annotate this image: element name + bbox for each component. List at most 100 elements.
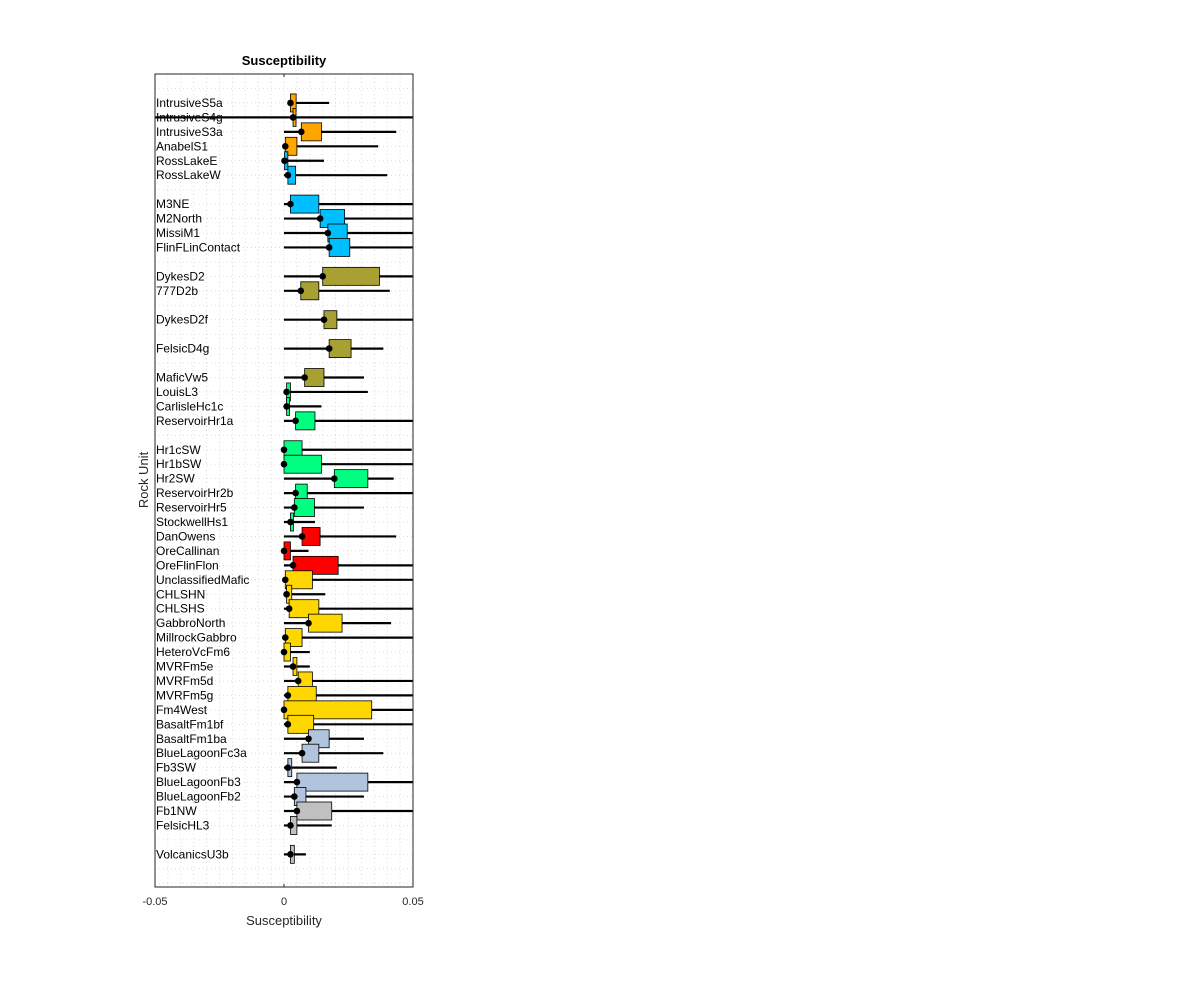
unit-label: Fb3SW [156,761,197,775]
unit-label: DykesD2 [156,269,205,283]
unit-label: DykesD2f [156,313,209,327]
unit-label: MVRFm5d [156,674,213,688]
unit-label: AnabelS1 [156,139,208,153]
unit-label: 777D2b [156,284,198,298]
box-Fb1NW [296,801,333,821]
median-OreFlinFlon [289,562,297,569]
unit-label: StockwellHs1 [156,515,228,529]
unit-label: IntrusiveS5a [156,96,223,110]
unit-label: M3NE [156,197,189,211]
unit-label: OreFlinFlon [156,558,219,572]
median-ReservoirHr1a [292,417,299,425]
unit-label: ReservoirHr2b [156,486,234,500]
x-tick-label: 0 [281,896,287,908]
unit-label: CarlisleHc1c [156,399,223,413]
median-777D2b [297,287,305,295]
unit-label: MaficVw5 [156,371,208,385]
median-MVRFm5g [284,692,292,699]
unit-label: MVRFm5g [156,688,213,702]
median-FlinFLinContact [325,244,333,251]
median-IntrusiveS5a [287,99,294,107]
unit-label: RossLakeE [156,154,217,168]
box-Hr2SW [333,469,369,489]
box-Hr1bSW [283,454,322,474]
unit-label: Hr1bSW [156,457,202,471]
box-BlueLagoonFb3 [296,772,369,792]
box-M3NE [290,194,320,214]
unit-label: ReservoirHr5 [156,501,227,515]
x-tick-label: -0.05 [142,896,167,908]
unit-label: MissiM1 [156,226,200,240]
median-ReservoirHr5 [291,504,298,511]
median-DykesD2f [320,316,328,324]
unit-label: BasaltFm1ba [156,732,227,746]
unit-label: FelsicD4g [156,342,209,356]
median-MVRFm5e [289,663,297,670]
plot-background [155,74,413,887]
chart-title: Susceptibility [242,53,327,68]
x-axis-label: Susceptibility [246,913,322,928]
unit-label: CHLSHS [156,602,205,616]
unit-label: HeteroVcFm6 [156,645,230,659]
x-tick-label: 0.05 [402,896,423,908]
unit-label: RossLakeW [156,168,221,182]
median-FelsicHL3 [287,822,294,829]
unit-label: VolcanicsU3b [156,847,229,861]
median-FelsicD4g [325,345,333,352]
median-CarlisleHc1c [283,403,290,410]
median-Hr2SW [331,475,338,482]
unit-label: IntrusiveS3a [156,125,223,139]
unit-label: BasaltFm1bf [156,717,224,731]
median-MaficVw5 [301,374,308,381]
unit-label: FlinFLinContact [156,240,241,254]
unit-label: Fb1NW [156,804,197,818]
unit-labels: IntrusiveS5aIntrusiveS4gIntrusiveS3aAnab… [156,96,249,861]
unit-label: FelsicHL3 [156,818,210,832]
unit-label: M2North [156,212,202,226]
unit-label: CHLSHN [156,587,205,601]
median-Hr1cSW [280,446,288,454]
x-ticks: -0.05 0 0.05 [142,74,424,908]
median-Fb3SW [284,764,292,771]
median-M3NE [287,200,294,208]
medians [280,99,338,858]
median-IntrusiveS3a [297,128,305,136]
unit-label: IntrusiveS4g [156,110,223,124]
unit-label: DanOwens [156,529,215,543]
y-axis-label: Rock Unit [136,451,151,508]
unit-label: GabbroNorth [156,616,225,630]
median-UnclassifiedMafic [281,576,289,584]
median-MillrockGabbro [281,634,289,641]
unit-label: BlueLagoonFc3a [156,746,247,760]
median-BlueLagoonFc3a [298,749,306,757]
unit-label: BlueLagoonFb2 [156,790,241,804]
median-CHLSHS [285,605,293,612]
box-GabbroNorth [308,613,343,633]
unit-label: MVRFm5e [156,660,214,674]
unit-label: LouisL3 [156,385,198,399]
box-DykesD2 [322,266,380,286]
unit-label: Fm4West [156,703,208,717]
median-Fm4West [280,706,288,714]
median-DanOwens [298,533,306,540]
median-M2North [316,215,324,222]
median-CHLSHN [283,590,290,598]
median-DykesD2 [319,273,327,280]
boxes [283,93,380,864]
median-OreCallinan [280,547,288,555]
unit-label: OreCallinan [156,544,219,558]
median-HeteroVcFm6 [280,648,288,656]
median-BlueLagoonFb2 [291,793,298,800]
unit-label: BlueLagoonFb3 [156,775,241,789]
median-GabbroNorth [305,619,312,627]
median-Hr1bSW [280,460,288,468]
unit-label: Hr1cSW [156,443,201,457]
median-BlueLagoonFb3 [293,778,301,786]
median-IntrusiveS4g [289,114,297,121]
median-StockwellHs1 [287,518,294,526]
median-LouisL3 [283,388,290,396]
median-Fb1NW [293,807,301,815]
median-RossLakeE [281,157,288,165]
median-AnabelS1 [281,143,289,150]
